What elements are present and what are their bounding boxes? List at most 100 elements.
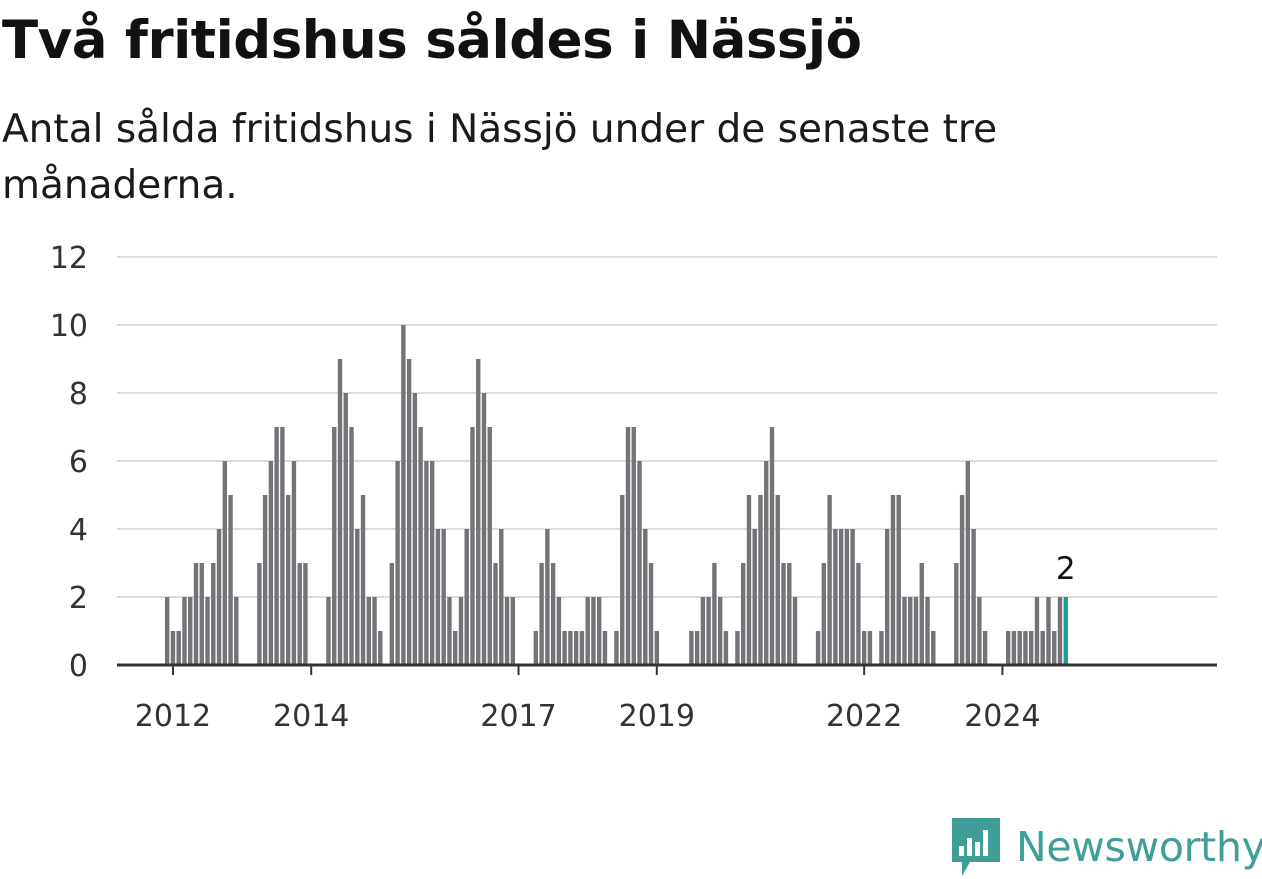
bar: [401, 325, 406, 665]
bar: [1023, 631, 1028, 665]
bar: [453, 631, 458, 665]
y-tick-label: 4: [69, 513, 88, 548]
bar: [493, 563, 498, 665]
bar: [700, 597, 706, 665]
bar: [643, 529, 648, 665]
bar: [418, 427, 423, 665]
bar: [199, 563, 204, 665]
bar: [775, 495, 780, 665]
bar: [879, 631, 884, 665]
y-tick-label: 2: [69, 581, 88, 616]
bar: [193, 563, 199, 665]
value-labels: 2: [1056, 551, 1076, 587]
bar: [982, 631, 988, 665]
bar: [211, 563, 216, 665]
bar: [977, 597, 982, 665]
bar: [591, 597, 596, 665]
bar: [925, 597, 930, 665]
bar: [389, 563, 395, 665]
bar: [262, 495, 268, 665]
bar: [908, 597, 913, 665]
bar: [343, 393, 348, 665]
bar: [890, 495, 896, 665]
bar: [499, 529, 504, 665]
bar: [556, 597, 562, 665]
brand-name: Newsworthy: [1016, 823, 1262, 871]
y-tick-label: 10: [50, 309, 88, 344]
bar: [614, 631, 619, 665]
bar: [280, 427, 285, 665]
bar: [481, 393, 487, 665]
bar: [441, 529, 446, 665]
bar: [769, 427, 775, 665]
bar: [504, 597, 510, 665]
bar: [694, 631, 700, 665]
chart-subtitle: Antal sålda fritidshus i Nässjö under de…: [2, 107, 998, 208]
y-axis-ticks: 0 2 4 6 8 10 12: [50, 241, 88, 684]
bar: [579, 631, 585, 665]
bar: [228, 495, 233, 665]
bar: [533, 631, 539, 665]
bar-latest: [1063, 597, 1068, 665]
bar: [625, 427, 631, 665]
bar: [550, 563, 556, 665]
bar: [165, 597, 170, 665]
bar: [274, 427, 279, 665]
bar: [902, 597, 907, 665]
bar: [303, 563, 308, 665]
bar: [919, 563, 924, 665]
x-tick-label: 2024: [964, 699, 1040, 734]
bar: [332, 427, 337, 665]
bar: [297, 563, 302, 665]
bar: [458, 597, 464, 665]
bar: [931, 631, 936, 665]
bar: [291, 461, 297, 665]
y-tick-label: 12: [50, 241, 88, 276]
bar: [355, 529, 360, 665]
bar: [349, 427, 354, 665]
bar: [735, 631, 740, 665]
bar: [723, 631, 729, 665]
bar: [487, 427, 492, 665]
bar: [787, 563, 792, 665]
bar: [447, 597, 452, 665]
bar: [372, 597, 377, 665]
bar: [637, 461, 642, 665]
bar: [867, 631, 873, 665]
bar: [1017, 631, 1022, 665]
bar: [562, 631, 567, 665]
bar: [1046, 597, 1051, 665]
bar: [758, 495, 763, 665]
bar: [965, 461, 971, 665]
bar: [602, 631, 608, 665]
bar: [717, 597, 723, 665]
bar: [464, 529, 469, 665]
bar: [954, 563, 959, 665]
bar: [285, 495, 291, 665]
bar: [222, 461, 227, 665]
bar: [470, 427, 475, 665]
latest-value-label: 2: [1056, 551, 1076, 587]
bar: [752, 529, 757, 665]
bar: [746, 495, 752, 665]
bar: [844, 529, 850, 665]
bar: [1052, 631, 1057, 665]
bar: [861, 631, 867, 665]
bar: [1040, 631, 1045, 665]
bar: [476, 359, 481, 665]
bar: [959, 495, 965, 665]
bar: [429, 461, 435, 665]
bar: [1011, 631, 1017, 665]
y-tick-label: 0: [69, 649, 88, 684]
bar: [435, 529, 441, 665]
bar: [585, 597, 590, 665]
bar: [1029, 631, 1034, 665]
bar: [366, 597, 371, 665]
y-tick-label: 8: [69, 377, 88, 412]
bar: [706, 597, 711, 665]
chart-title: Två fritidshus såldes i Nässjö: [2, 10, 862, 71]
bar: [395, 461, 400, 665]
bar: [1057, 597, 1063, 665]
bar: [689, 631, 694, 665]
